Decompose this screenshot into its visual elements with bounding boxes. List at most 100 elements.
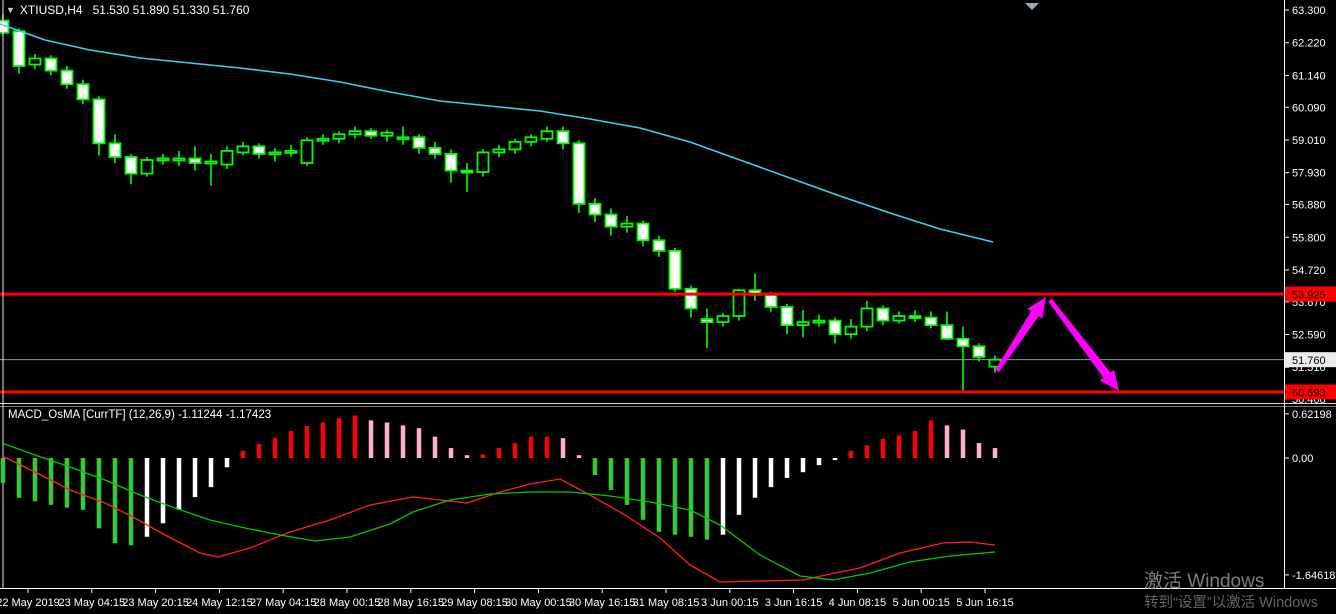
candle-body: [92, 98, 106, 145]
macd-histogram-bar: [64, 458, 70, 508]
macd-histogram-bar: [96, 458, 102, 529]
macd-histogram-bar: [672, 458, 678, 535]
ohlc-values-label: 51.530 51.890 51.330 51.760: [92, 3, 250, 17]
macd-histogram-bar: [560, 438, 566, 458]
macd-histogram-bar: [400, 425, 406, 458]
candle-body: [604, 213, 618, 228]
macd-histogram-bar: [496, 448, 502, 458]
candle-body: [252, 145, 266, 155]
time-axis-label: 30 May 16:15: [569, 597, 636, 609]
candle-body: [492, 148, 506, 154]
macd-histogram-bar: [800, 458, 806, 473]
candle-body: [156, 157, 170, 162]
macd-histogram-bar: [480, 454, 486, 458]
macd-histogram-bar: [368, 420, 374, 458]
candle-body: [700, 318, 714, 323]
price-tag-bg: [1285, 352, 1336, 368]
candle-body: [924, 316, 938, 327]
candle-body: [572, 142, 586, 205]
macd-axis-label: 0.62198: [1292, 409, 1332, 421]
macd-histogram-bar: [336, 418, 342, 458]
time-axis-label: 3 Jun 16:15: [765, 597, 823, 609]
macd-histogram-bar: [848, 450, 854, 458]
macd-histogram-bar: [912, 431, 918, 458]
macd-histogram-bar: [864, 445, 870, 458]
price-axis-label: 57.930: [1292, 168, 1326, 180]
price-axis-label: 56.880: [1292, 200, 1326, 212]
macd-histogram-bar: [112, 458, 118, 544]
price-axis-label: 62.220: [1292, 38, 1326, 50]
time-axis-label: 27 May 04:15: [250, 597, 317, 609]
candle-body: [668, 249, 682, 290]
candle-body: [972, 345, 986, 358]
candle-body: [108, 142, 122, 158]
macd-histogram-bar: [80, 458, 86, 510]
symbol-period-label: XTIUSD,H4: [19, 3, 83, 17]
candle-body: [636, 222, 650, 242]
candle-body: [220, 149, 234, 166]
candle-body: [348, 130, 362, 136]
candle-body: [60, 69, 74, 86]
price-axis-label: 59.010: [1292, 135, 1326, 147]
macd-signal-line: [1, 455, 996, 583]
candle-body: [812, 319, 826, 324]
macd-histogram-bar: [432, 436, 438, 458]
candle-body: [460, 169, 474, 174]
chart-dropdown-icon[interactable]: ▼: [6, 5, 15, 15]
macd-histogram-bar: [816, 458, 822, 466]
macd-histogram-bar: [416, 428, 422, 458]
candle-body: [524, 136, 538, 143]
candle-body: [940, 324, 954, 340]
price-axis-label: 60.090: [1292, 102, 1326, 114]
candle-body: [508, 140, 522, 151]
macd-histogram-bar: [208, 458, 214, 488]
forecast-arrow: [1048, 298, 1119, 391]
macd-histogram-bar: [192, 458, 198, 498]
candle-body: [828, 319, 842, 336]
price-tag-bg: [1285, 384, 1336, 400]
candle-body: [124, 156, 138, 175]
candle-body: [204, 160, 218, 165]
macd-histogram-bar: [960, 429, 966, 458]
macd-histogram-bar: [288, 431, 294, 458]
macd-histogram-bar: [32, 458, 38, 502]
macd-main-line: [1, 442, 996, 581]
candle-body: [476, 151, 490, 174]
macd-histogram-bar: [608, 458, 614, 490]
macd-histogram-bar: [688, 458, 694, 537]
forecast-arrow: [995, 297, 1046, 373]
candle-body: [316, 137, 330, 142]
macd-histogram-bar: [240, 450, 246, 458]
candle-body: [892, 315, 906, 322]
candle-body: [12, 30, 26, 67]
macd-histogram-bar: [224, 458, 230, 468]
macd-histogram-bar: [384, 422, 390, 458]
macd-axis-label: 0.00: [1292, 453, 1313, 465]
moving-average-line: [0, 23, 994, 243]
candle-body: [396, 136, 410, 141]
price-axis-label: 55.800: [1292, 232, 1326, 244]
candle-body: [764, 293, 778, 308]
macd-histogram-bar: [752, 458, 758, 498]
candle-body: [684, 287, 698, 310]
time-axis-label: 24 May 12:15: [186, 597, 253, 609]
candle-body: [364, 130, 378, 137]
macd-histogram-bar: [832, 458, 838, 461]
candle-body: [380, 131, 394, 137]
candle-body: [844, 325, 858, 336]
candle-body: [908, 315, 922, 319]
chart-title: ▼ XTIUSD,H4 51.530 51.890 51.330 51.760: [6, 3, 249, 17]
price-tag-value: 53.925: [1292, 290, 1326, 302]
macd-histogram-bar: [592, 458, 598, 476]
macd-axis-label: -1.64618: [1292, 570, 1335, 582]
macd-histogram-bar: [352, 415, 358, 458]
chart-shift-marker-icon[interactable]: [1025, 3, 1039, 10]
macd-histogram-bar: [448, 448, 454, 458]
time-axis-label: 29 May 08:15: [441, 597, 508, 609]
candle-body: [860, 307, 874, 328]
candle-body: [44, 57, 58, 72]
time-axis-label: 23 May 20:15: [122, 597, 189, 609]
macd-histogram-bar: [992, 448, 998, 458]
